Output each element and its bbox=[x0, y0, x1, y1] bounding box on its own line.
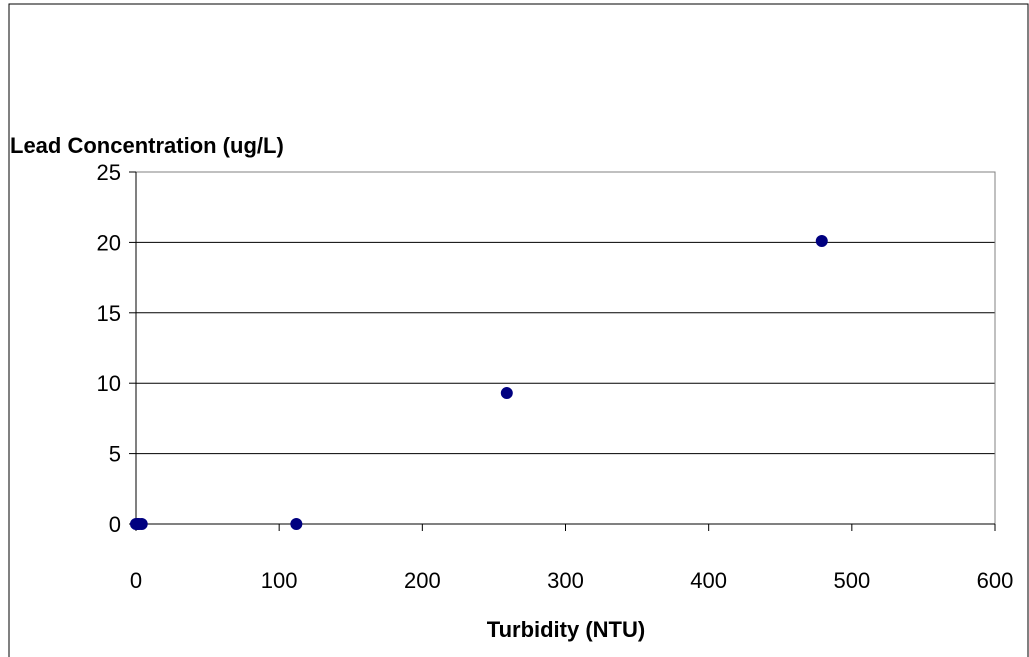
data-point-0-6 bbox=[815, 234, 828, 247]
x-tick-label-1: 100 bbox=[261, 568, 298, 593]
y-tick-label-4: 20 bbox=[97, 230, 121, 255]
data-points bbox=[130, 234, 828, 530]
data-point-0-5 bbox=[500, 387, 513, 400]
x-tick-label-2: 200 bbox=[404, 568, 441, 593]
x-tick-label-0: 0 bbox=[130, 568, 142, 593]
x-tick-label-5: 500 bbox=[833, 568, 870, 593]
x-tick-label-3: 300 bbox=[547, 568, 584, 593]
y-tick-label-3: 15 bbox=[97, 301, 121, 326]
chart-outer-border bbox=[8, 3, 1029, 657]
y-axis-title: Lead Concentration (ug/L) bbox=[10, 133, 284, 158]
y-tick-label-5: 25 bbox=[97, 160, 121, 185]
x-tick-label-4: 400 bbox=[690, 568, 727, 593]
y-tick-label-2: 10 bbox=[97, 371, 121, 396]
gridlines bbox=[136, 171, 995, 455]
y-tick-label-0: 0 bbox=[109, 512, 121, 537]
x-tick-label-6: 600 bbox=[977, 568, 1014, 593]
x-axis-title: Turbidity (NTU) bbox=[487, 617, 645, 642]
axes: 0 5 10 15 20 25 0 100 200 300 400 500 600 bbox=[97, 160, 1014, 593]
data-point-0-3 bbox=[135, 518, 148, 530]
y-tick-label-1: 5 bbox=[109, 442, 121, 467]
data-point-0-4 bbox=[290, 518, 303, 530]
plot-area bbox=[135, 171, 996, 525]
